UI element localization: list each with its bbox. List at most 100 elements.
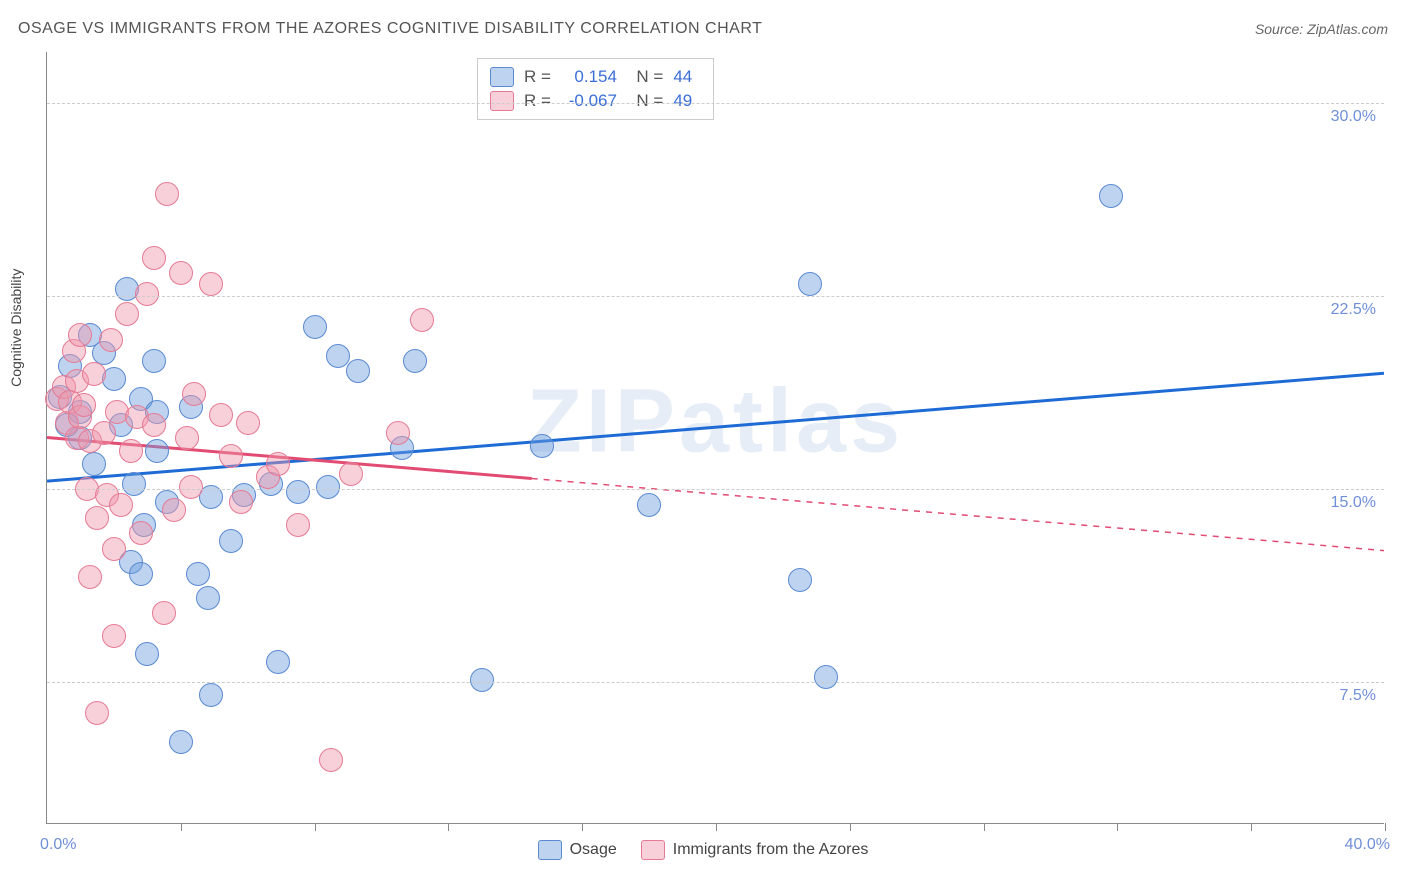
x-tick [315,823,316,831]
scatter-point [186,562,210,586]
x-tick [1251,823,1252,831]
gridline [47,103,1384,104]
legend-label: Osage [570,841,617,859]
scatter-point [82,452,106,476]
scatter-point [179,475,203,499]
scatter-point [798,272,822,296]
source-label: Source: ZipAtlas.com [1255,21,1388,37]
scatter-point [196,586,220,610]
scatter-point [82,362,106,386]
n-value: 49 [673,91,701,111]
scatter-point [219,444,243,468]
y-tick-label: 22.5% [1331,301,1376,319]
scatter-point [109,493,133,517]
scatter-point [319,748,343,772]
plot-inner [47,52,1384,823]
scatter-point [637,493,661,517]
x-tick [984,823,985,831]
stats-row: R = 0.154 N = 44 [490,65,701,89]
scatter-point [152,601,176,625]
scatter-point [135,642,159,666]
x-tick [181,823,182,831]
scatter-point [236,411,260,435]
scatter-point [115,302,139,326]
scatter-point [119,439,143,463]
scatter-point [1099,184,1123,208]
legend-swatch [490,91,514,111]
scatter-point [68,323,92,347]
scatter-point [102,624,126,648]
gridline [47,682,1384,683]
y-tick-label: 30.0% [1331,108,1376,126]
scatter-point [169,730,193,754]
legend-item: Immigrants from the Azores [641,840,869,860]
stats-row: R = -0.067 N = 49 [490,89,701,113]
n-label: N = [627,67,663,87]
scatter-point [286,513,310,537]
scatter-point [386,421,410,445]
scatter-point [410,308,434,332]
stats-box: R = 0.154 N = 44 R = -0.067 N = 49 [477,58,714,120]
x-tick [448,823,449,831]
gridline [47,489,1384,490]
plot-area: ZIPatlas R =0.154 N =44R =-0.067 N =49 7… [46,52,1384,824]
scatter-point [92,421,116,445]
scatter-point [155,182,179,206]
legend-swatch [490,67,514,87]
scatter-point [219,529,243,553]
scatter-point [102,537,126,561]
scatter-point [142,349,166,373]
scatter-point [129,521,153,545]
scatter-point [182,382,206,406]
scatter-point [403,349,427,373]
scatter-point [169,261,193,285]
scatter-point [199,272,223,296]
y-tick-label: 15.0% [1331,494,1376,512]
scatter-point [346,359,370,383]
x-tick [582,823,583,831]
legend-swatch [641,840,665,860]
scatter-point [72,393,96,417]
title-bar: OSAGE VS IMMIGRANTS FROM THE AZORES COGN… [18,20,1388,38]
scatter-point [303,315,327,339]
scatter-point [788,568,812,592]
scatter-point [209,403,233,427]
scatter-point [85,506,109,530]
scatter-point [266,452,290,476]
n-label: N = [627,91,663,111]
y-tick-label: 7.5% [1340,687,1376,705]
bottom-legend: Osage Immigrants from the Azores [0,840,1406,860]
scatter-point [162,498,186,522]
x-tick [716,823,717,831]
scatter-point [199,683,223,707]
n-value: 44 [673,67,701,87]
scatter-point [85,701,109,725]
x-tick [1385,823,1386,831]
scatter-point [326,344,350,368]
legend-label: Immigrants from the Azores [673,841,869,859]
scatter-point [286,480,310,504]
scatter-point [266,650,290,674]
chart-title: OSAGE VS IMMIGRANTS FROM THE AZORES COGN… [18,20,762,38]
scatter-point [142,413,166,437]
r-label: R = [524,91,551,111]
scatter-point [814,665,838,689]
scatter-point [145,439,169,463]
r-label: R = [524,67,551,87]
scatter-point [135,282,159,306]
y-axis-title: Cognitive Disability [8,269,24,387]
r-value: -0.067 [561,91,617,111]
scatter-point [99,328,123,352]
scatter-point [530,434,554,458]
gridline [47,296,1384,297]
scatter-point [129,562,153,586]
x-tick [1117,823,1118,831]
r-value: 0.154 [561,67,617,87]
legend-swatch [538,840,562,860]
scatter-point [229,490,253,514]
scatter-point [175,426,199,450]
scatter-point [78,565,102,589]
scatter-point [470,668,494,692]
scatter-point [316,475,340,499]
scatter-point [142,246,166,270]
